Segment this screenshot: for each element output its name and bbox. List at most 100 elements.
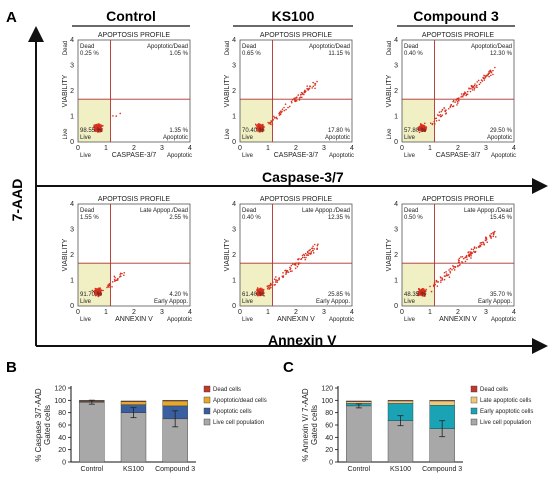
event-dot: [440, 276, 442, 279]
event-dot: [314, 82, 316, 85]
event-dot: [437, 281, 440, 283]
event-dot: [419, 294, 421, 296]
event-dot: [94, 128, 97, 131]
event-dot: [484, 75, 486, 77]
live-gate-region: [402, 263, 435, 306]
event-dot: [301, 254, 304, 257]
event-dot: [463, 91, 466, 93]
event-dot: [456, 100, 459, 103]
event-dot: [429, 285, 431, 288]
event-dot: [275, 276, 277, 278]
x-axis-label: CASPASE-3/7: [112, 152, 157, 159]
event-dot: [258, 293, 261, 295]
legend-label: Dead cells: [480, 387, 508, 393]
x-tick-label: 4: [350, 309, 354, 316]
quadrant-label-top-left: Dead: [404, 44, 418, 50]
event-dot: [303, 90, 306, 93]
event-dot: [482, 241, 484, 243]
event-dot: [312, 251, 315, 254]
event-dot: [469, 90, 472, 93]
event-dot: [445, 273, 448, 275]
event-dot: [306, 85, 309, 87]
event-dot: [290, 264, 293, 267]
y-tick-label: 40: [58, 435, 66, 442]
x-axis-apoptotic-label: Apoptotic: [329, 153, 354, 159]
x-tick-label: 2: [294, 309, 298, 316]
quadrant-label-top-right: Apoptotic/Dead: [147, 44, 188, 50]
event-dot: [443, 271, 446, 274]
event-dot: [121, 272, 123, 275]
legend-label: Apoptotic cells: [213, 409, 252, 415]
y-tick-label: 80: [58, 410, 66, 417]
y-tick-label: 0: [232, 139, 236, 146]
event-dot: [449, 271, 452, 274]
event-dot: [291, 101, 293, 104]
bar-segment: [162, 400, 188, 407]
y-tick-label: 0: [70, 303, 74, 310]
event-dot: [300, 93, 302, 96]
event-dot: [467, 251, 469, 254]
event-dot: [113, 275, 116, 278]
event-dot: [486, 241, 489, 244]
event-dot: [433, 284, 435, 287]
event-dot: [119, 275, 122, 278]
condition-title: Control: [106, 8, 156, 24]
legend-label: Live cell population: [213, 420, 264, 426]
y-tick-label: 4: [232, 201, 236, 208]
event-dot: [301, 96, 303, 99]
plot-frame: [77, 39, 191, 143]
event-dot: [281, 110, 283, 113]
event-dot: [272, 119, 275, 121]
event-dot: [278, 114, 281, 116]
y-axis-label: VIABILITY: [62, 238, 69, 271]
event-dot: [98, 292, 100, 295]
event-dot: [297, 262, 299, 264]
event-dot: [434, 123, 436, 125]
event-dot: [421, 294, 424, 297]
event-dot: [490, 70, 492, 73]
y-tick-label: 0: [62, 460, 66, 467]
event-dot: [99, 294, 101, 296]
event-dot: [450, 103, 453, 106]
event-dot: [482, 77, 485, 80]
y-tick-label: 2: [232, 252, 236, 259]
event-dot: [490, 237, 492, 239]
quadrant-value-top-left: 1.55 %: [80, 215, 99, 221]
x-tick-label: 1: [266, 309, 270, 316]
event-dot: [475, 86, 477, 88]
event-dot: [475, 84, 478, 87]
event-dot: [485, 239, 487, 242]
event-dot: [454, 101, 456, 103]
event-dot: [119, 112, 122, 115]
event-dot: [96, 127, 99, 129]
event-dot: [443, 107, 446, 109]
event-dot: [308, 249, 310, 252]
event-dot: [297, 94, 300, 96]
event-dot: [456, 104, 458, 106]
bar-segment: [429, 400, 455, 402]
event-dot: [420, 292, 423, 295]
event-dot: [484, 77, 486, 79]
event-dot: [101, 130, 103, 132]
event-dot: [286, 269, 288, 272]
event-dot: [119, 273, 121, 276]
event-dot: [275, 279, 277, 282]
event-dot: [99, 125, 102, 128]
seven-aad-axis-label: 7-AAD: [9, 179, 25, 222]
profile-title: APOPTOSIS PROFILE: [98, 196, 171, 203]
event-dot: [312, 81, 314, 84]
event-dot: [298, 97, 301, 99]
x-tick-label: 0: [238, 145, 242, 152]
event-dot: [258, 122, 260, 125]
y-tick-label: 4: [232, 37, 236, 44]
y-tick-label: 0: [70, 139, 74, 146]
y-tick-label: 3: [232, 227, 236, 234]
live-gate-region: [78, 263, 111, 306]
quadrant-label-bottom-right: Early Appop.: [478, 299, 512, 305]
event-dot: [107, 284, 109, 287]
event-dot: [123, 271, 126, 274]
event-dot: [306, 251, 309, 254]
event-dot: [465, 93, 468, 96]
event-dot: [255, 124, 258, 127]
